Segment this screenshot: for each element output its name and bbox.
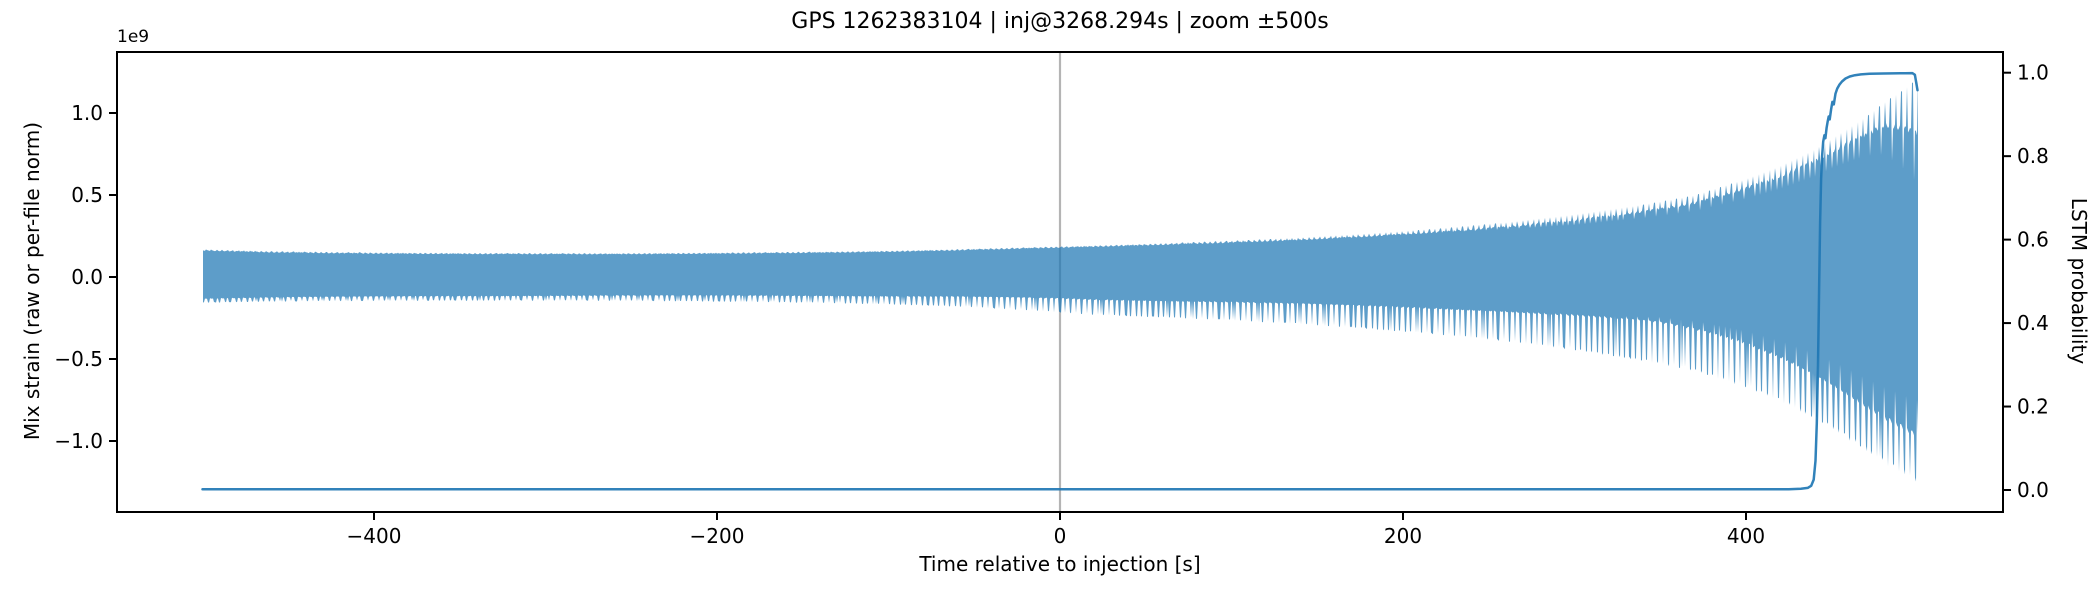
x-axis-ticks: −400 −200 0 200 400 [347,512,1765,548]
y-axis-label-left: Mix strain (raw or per-file norm) [20,121,44,441]
y-axis-right-ticks: 0.0 0.2 0.4 0.6 0.8 1.0 [2003,61,2049,502]
y-left-tick-label: 1.0 [71,101,103,125]
y-left-tick-label: 0.0 [71,265,103,289]
y-axis-left-ticks: 1.0 0.5 0.0 −0.5 −1.0 [54,101,117,453]
y-right-tick-label: 0.8 [2017,144,2049,168]
y-right-tick-label: 0.6 [2017,228,2049,252]
y-right-tick-label: 1.0 [2017,61,2049,85]
y-right-tick-label: 0.0 [2017,478,2049,502]
x-tick-label: 400 [1727,524,1765,548]
y-left-tick-label: −0.5 [54,347,103,371]
x-tick-label: −200 [690,524,745,548]
y-left-tick-label: 0.5 [71,183,103,207]
strain-waveform-series [203,79,1918,482]
y-axis-label-right: LSTM probability [2067,197,2091,365]
y-right-tick-label: 0.4 [2017,311,2049,335]
x-tick-label: 0 [1054,524,1067,548]
y-right-tick-label: 0.2 [2017,395,2049,419]
x-tick-label: 200 [1384,524,1422,548]
x-tick-label: −400 [347,524,402,548]
y-left-tick-label: −1.0 [54,429,103,453]
chart-title: GPS 1262383104 | inj@3268.294s | zoom ±5… [791,9,1329,34]
y-axis-offset-text: 1e9 [117,27,150,47]
lstm-probability-series [201,71,1919,491]
x-axis-label: Time relative to injection [s] [919,552,1201,576]
